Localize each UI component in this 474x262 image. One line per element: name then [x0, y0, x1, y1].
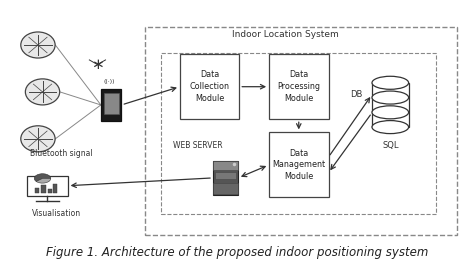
- Text: Indoor Location System: Indoor Location System: [232, 30, 339, 39]
- Text: DB: DB: [350, 90, 363, 99]
- FancyBboxPatch shape: [27, 176, 68, 195]
- FancyBboxPatch shape: [372, 83, 409, 127]
- Wedge shape: [36, 178, 51, 183]
- Ellipse shape: [372, 121, 409, 134]
- Text: Visualisation: Visualisation: [32, 209, 81, 218]
- Text: WEB SERVER: WEB SERVER: [173, 141, 223, 150]
- FancyBboxPatch shape: [53, 183, 57, 193]
- FancyBboxPatch shape: [35, 188, 39, 193]
- FancyBboxPatch shape: [48, 189, 52, 193]
- Text: SQL: SQL: [382, 141, 399, 150]
- Ellipse shape: [372, 76, 409, 89]
- Text: ∗: ∗: [91, 57, 104, 72]
- FancyBboxPatch shape: [269, 132, 328, 198]
- FancyBboxPatch shape: [162, 53, 436, 214]
- FancyBboxPatch shape: [269, 54, 328, 119]
- FancyBboxPatch shape: [215, 172, 236, 179]
- FancyBboxPatch shape: [101, 89, 121, 121]
- FancyBboxPatch shape: [213, 183, 238, 194]
- Text: Data
Processing
Module: Data Processing Module: [277, 70, 320, 103]
- Ellipse shape: [26, 79, 60, 105]
- FancyBboxPatch shape: [180, 54, 239, 119]
- Ellipse shape: [372, 106, 409, 119]
- FancyBboxPatch shape: [146, 27, 456, 235]
- Text: ((·)): ((·)): [103, 79, 115, 84]
- FancyBboxPatch shape: [213, 161, 238, 170]
- Text: Data
Management
Module: Data Management Module: [272, 149, 325, 181]
- Ellipse shape: [21, 126, 55, 152]
- Text: Figure 1. Architecture of the proposed indoor positioning system: Figure 1. Architecture of the proposed i…: [46, 246, 428, 259]
- Text: Bluetooth signal: Bluetooth signal: [29, 149, 92, 158]
- FancyBboxPatch shape: [213, 161, 238, 195]
- FancyBboxPatch shape: [41, 185, 46, 193]
- Wedge shape: [34, 174, 51, 182]
- Ellipse shape: [21, 32, 55, 58]
- FancyBboxPatch shape: [104, 93, 118, 114]
- Ellipse shape: [372, 91, 409, 104]
- Text: Data
Collection
Module: Data Collection Module: [190, 70, 229, 103]
